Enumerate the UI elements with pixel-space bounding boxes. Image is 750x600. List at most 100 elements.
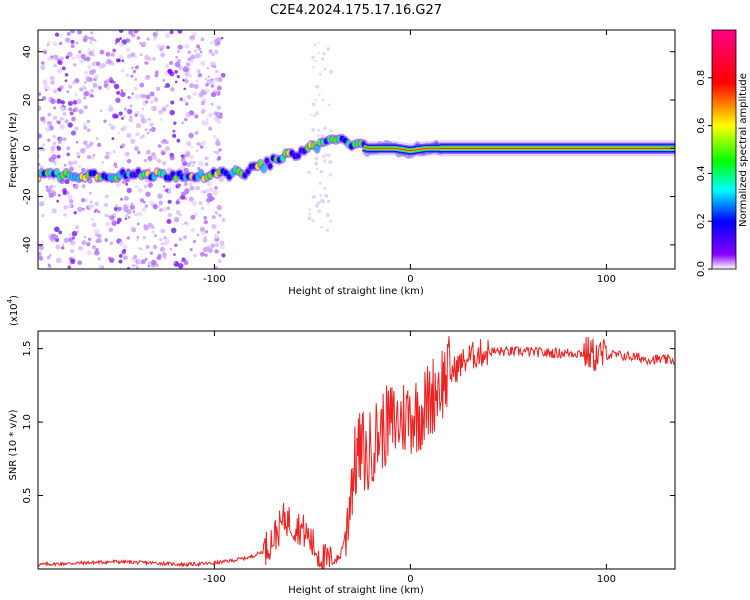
noise-dot bbox=[110, 61, 115, 66]
noise-dot bbox=[213, 233, 219, 239]
noise-dot bbox=[48, 192, 54, 198]
noise-dot bbox=[187, 50, 192, 55]
noise-dot bbox=[142, 41, 147, 46]
noise-dot bbox=[209, 196, 215, 202]
noise-dot bbox=[105, 221, 111, 227]
noise-dot bbox=[164, 238, 170, 245]
noise-dot bbox=[39, 200, 45, 207]
noise-dot bbox=[189, 110, 195, 116]
noise-dot bbox=[192, 239, 197, 244]
noise-dot bbox=[169, 186, 172, 190]
noise-dot bbox=[212, 197, 215, 200]
noise-dot bbox=[199, 50, 203, 54]
noise-dot bbox=[134, 93, 140, 100]
noise-dot bbox=[68, 84, 73, 89]
noise-dot bbox=[162, 107, 166, 112]
noise-dot bbox=[178, 237, 183, 241]
noise-dot bbox=[314, 162, 318, 166]
noise-dot bbox=[218, 214, 222, 217]
noise-dot bbox=[97, 256, 101, 261]
noise-dot bbox=[190, 163, 194, 167]
noise-dot bbox=[320, 225, 323, 229]
noise-dot bbox=[70, 258, 76, 264]
noise-dot bbox=[144, 128, 148, 131]
noise-dot bbox=[316, 201, 321, 205]
noise-dot bbox=[93, 39, 97, 42]
noise-dot bbox=[52, 41, 58, 47]
spectrogram-panel: -100 0 100 -40 -20 0 20 40 Height of straight … bbox=[8, 29, 676, 297]
noise-dot bbox=[190, 228, 196, 233]
noise-dot bbox=[53, 106, 57, 110]
noise-dot bbox=[312, 196, 315, 199]
noise-dot bbox=[75, 151, 81, 157]
noise-dot bbox=[314, 99, 317, 102]
noise-dot bbox=[77, 260, 83, 266]
noise-dot bbox=[56, 199, 60, 203]
noise-dot bbox=[322, 154, 326, 159]
noise-dot bbox=[311, 219, 315, 222]
noise-dot bbox=[90, 31, 94, 35]
noise-dot bbox=[118, 54, 124, 60]
noise-dot bbox=[47, 112, 52, 117]
noise-dot bbox=[210, 80, 215, 85]
noise-dot bbox=[180, 191, 187, 197]
noise-dot bbox=[39, 243, 42, 247]
noise-dot bbox=[325, 228, 329, 232]
noise-dot bbox=[83, 35, 89, 41]
noise-dot bbox=[190, 214, 196, 220]
noise-dot bbox=[159, 47, 164, 52]
noise-dot bbox=[174, 243, 178, 247]
noise-dot bbox=[70, 44, 75, 49]
noise-dot bbox=[213, 134, 217, 139]
noise-dot bbox=[121, 143, 126, 148]
noise-dot bbox=[166, 45, 170, 50]
noise-dot bbox=[116, 217, 122, 223]
noise-dot bbox=[152, 204, 159, 210]
noise-dot bbox=[120, 91, 126, 98]
noise-dot bbox=[307, 170, 311, 175]
snr-y-scale-prefix: (x10 bbox=[9, 303, 20, 326]
noise-dot bbox=[202, 237, 208, 243]
noise-dot bbox=[122, 115, 126, 118]
noise-dot bbox=[52, 134, 56, 139]
noise-dot bbox=[46, 44, 50, 47]
noise-dot bbox=[81, 85, 87, 91]
noise-dot bbox=[151, 259, 157, 266]
noise-dot bbox=[322, 51, 326, 56]
noise-dot bbox=[49, 185, 54, 189]
noise-dot bbox=[65, 37, 71, 43]
noise-dot bbox=[214, 211, 218, 214]
noise-dot bbox=[99, 49, 105, 55]
noise-dot bbox=[59, 124, 66, 130]
noise-dot bbox=[200, 206, 205, 210]
noise-dot bbox=[186, 94, 192, 100]
noise-dot bbox=[158, 200, 164, 205]
noise-dot bbox=[205, 118, 209, 122]
noise-dot bbox=[163, 138, 167, 142]
noise-dot bbox=[53, 184, 57, 188]
noise-dot bbox=[311, 128, 315, 132]
noise-dot bbox=[67, 51, 73, 58]
noise-dot bbox=[318, 182, 322, 186]
noise-dot bbox=[164, 63, 170, 69]
noise-dot bbox=[45, 187, 51, 193]
noise-dot bbox=[141, 207, 147, 212]
noise-dot bbox=[133, 86, 138, 91]
noise-dot bbox=[143, 158, 147, 163]
noise-dot bbox=[125, 73, 129, 77]
noise-dot bbox=[143, 224, 149, 231]
noise-dot bbox=[89, 88, 95, 93]
noise-dot bbox=[121, 59, 125, 63]
noise-dot bbox=[89, 200, 93, 204]
noise-dot bbox=[57, 140, 62, 145]
noise-dot bbox=[116, 58, 121, 63]
noise-dot bbox=[120, 198, 123, 201]
spectrogram-x-ticks: -100 0 100 bbox=[203, 30, 616, 285]
noise-dot bbox=[159, 246, 166, 252]
noise-dot bbox=[220, 36, 224, 40]
noise-dot bbox=[189, 248, 193, 252]
noise-dot bbox=[165, 188, 169, 193]
noise-dot bbox=[143, 184, 148, 189]
noise-dot bbox=[137, 211, 143, 217]
noise-dot bbox=[130, 74, 134, 78]
